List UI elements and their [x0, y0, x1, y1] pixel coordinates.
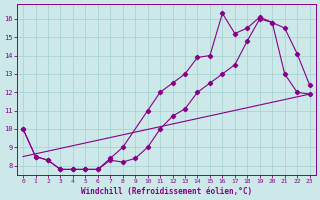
X-axis label: Windchill (Refroidissement éolien,°C): Windchill (Refroidissement éolien,°C) — [81, 187, 252, 196]
